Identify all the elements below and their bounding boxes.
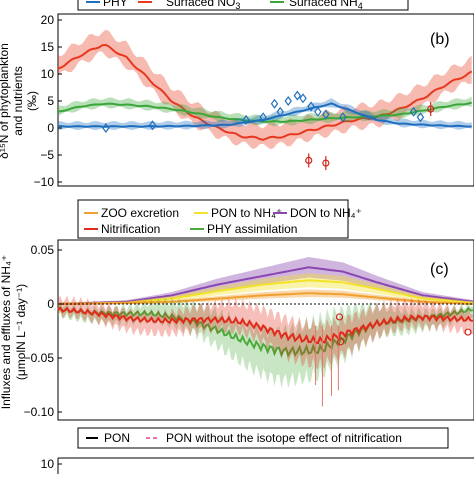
tick-d-10: 10 — [41, 457, 55, 471]
line-b-surfaced-nh4 — [57, 101, 472, 123]
obs-b-blue-6 — [284, 96, 292, 106]
legend-c-don-label: DON to NH₄⁺ — [290, 206, 362, 220]
legend-b-top: PHY Surfaced NO3 Surfaced NH4 — [77, 0, 409, 11]
band-b-surfaced-no3 — [58, 29, 472, 150]
legend-b-box — [77, 0, 409, 11]
obs-c-red-0 — [335, 313, 344, 321]
obs-b-blue-0 — [102, 123, 110, 133]
legend-c: ZOO excretion PON to NH₄⁺ DON to NH₄⁺ Ni… — [77, 199, 362, 239]
obs-b-blue-4 — [270, 98, 279, 109]
obs-b-red-1 — [322, 159, 330, 167]
tick-c-0: 0 — [47, 297, 54, 311]
legend-d-box — [77, 427, 449, 449]
panel-d: 10 — [41, 457, 474, 474]
legend-c-phy-label: PHY assimilation — [207, 222, 297, 236]
panel-b-tag: (b) — [430, 31, 450, 48]
obs-c-red-1 — [337, 338, 345, 346]
panel-c-ylabel-1: Influxes and effluxes of NH₄⁺ — [0, 255, 13, 409]
obs-b-blue-8 — [299, 93, 307, 104]
panel-b-plot — [57, 29, 473, 171]
legend-c-box — [77, 199, 349, 239]
obs-b-red-0 — [305, 156, 313, 164]
obs-b-blue-3 — [259, 112, 267, 123]
panel-b-ylabel-1: δ¹⁵N of phytoplankton — [0, 43, 11, 159]
band-c-phy-assimilation — [58, 297, 473, 389]
line-c-nitrification — [57, 306, 473, 345]
panel-c: (c) 0.05 0 −0.05 −0.10 Influxes and effl… — [0, 239, 474, 421]
legend-d-noiso-label: PON without the isotope effect of nitrif… — [166, 431, 402, 445]
line-b-surfaced-no3 — [57, 43, 473, 141]
panel-c-ylabel-2: (μmolN L⁻¹ day⁻¹) — [14, 284, 28, 380]
legend-c-zoo-label: ZOO excretion — [101, 206, 179, 220]
obs-b-blue-14 — [416, 112, 425, 123]
tick-b-10: 10 — [41, 67, 55, 81]
obs-b-blue-13 — [409, 106, 418, 117]
legend-c-pon-label: PON to NH₄⁺ — [211, 206, 282, 220]
obs-b-blue-5 — [276, 106, 284, 117]
obs-b-blue-1 — [148, 120, 157, 131]
line-c-zoo-excretion — [58, 292, 473, 305]
legend-b-nh4-label: Surfaced NH4 — [289, 0, 363, 11]
tick-b-m10: −10 — [34, 175, 55, 189]
legend-d: PON PON without the isotope effect of ni… — [77, 427, 449, 449]
legend-d-pon-label: PON — [104, 431, 130, 445]
panel-c-frame — [57, 239, 474, 421]
panel-b-yticks: 20 15 10 5 0 −5 −10 — [34, 13, 62, 189]
tick-b-0: 0 — [47, 121, 54, 135]
panel-b-frame — [57, 13, 474, 187]
panel-b-ylabel-3: (‰) — [25, 91, 39, 111]
obs-b-blue-2 — [242, 114, 250, 125]
tick-c-m005: −0.05 — [24, 351, 55, 365]
tick-b-m5: −5 — [40, 148, 54, 162]
obs-b-blue-10 — [314, 106, 322, 117]
band-c-don-to-nh4- — [58, 257, 473, 306]
band-c-nitrification — [58, 295, 473, 370]
panel-b: (b) 20 15 10 5 0 −5 −10 δ¹⁵N of phytopla… — [0, 13, 474, 189]
obs-b-blue-9 — [307, 101, 315, 112]
obs-b-blue-11 — [322, 109, 330, 120]
legend-b-no3-label: Surfaced NO3 — [166, 0, 240, 11]
obs-b-blue-12 — [339, 112, 347, 123]
legend-b-phy-label: PHY — [103, 0, 128, 9]
tick-c-m010: −0.10 — [24, 405, 55, 419]
band-b-surfaced-nh4 — [58, 96, 472, 127]
tick-b-15: 15 — [41, 40, 55, 54]
panel-c-yticks: 0.05 0 −0.05 −0.10 — [24, 243, 62, 419]
line-c-don-to-nh4- — [57, 266, 474, 305]
obs-b-blue-7 — [293, 90, 302, 101]
panel-c-plot — [57, 257, 474, 407]
tick-c-005: 0.05 — [31, 243, 55, 257]
panel-b-ylabel-2: and nutrients — [11, 66, 25, 135]
legend-c-nit-label: Nitrification — [101, 222, 160, 236]
obs-b-red-2 — [427, 105, 435, 113]
band-c-pon-to-nh4- — [58, 273, 473, 306]
tick-b-20: 20 — [41, 13, 55, 27]
panel-c-tag: (c) — [430, 261, 449, 278]
obs-c-red-2 — [464, 328, 472, 336]
tick-b-5: 5 — [47, 94, 54, 108]
